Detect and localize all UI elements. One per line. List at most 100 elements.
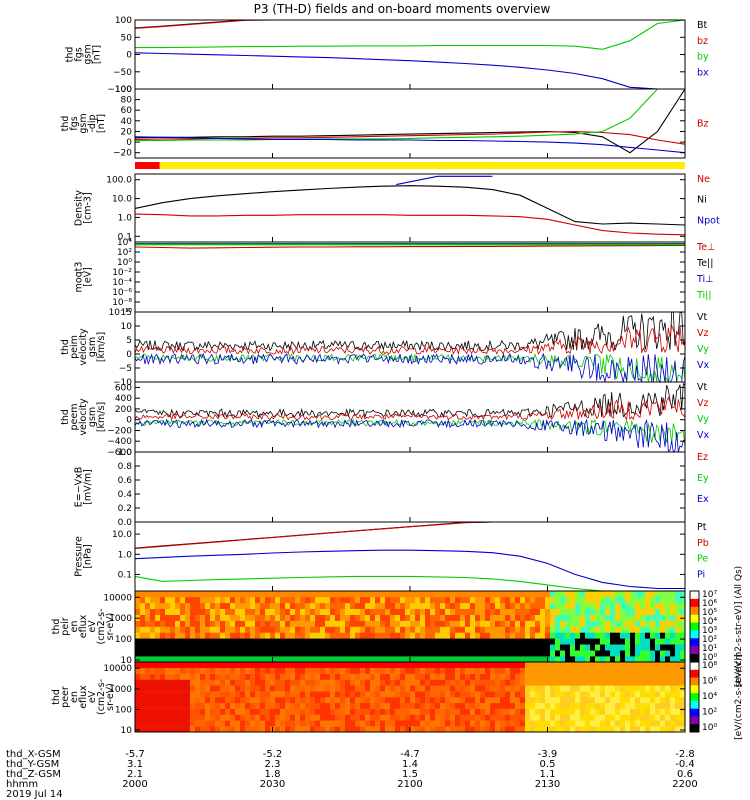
spectrogram-cell xyxy=(680,702,686,709)
series-line-by xyxy=(135,19,686,50)
spectrogram-cell xyxy=(615,673,621,680)
spectrogram-cell xyxy=(615,685,621,692)
spectrogram-cell xyxy=(530,650,536,657)
spectrogram-cell xyxy=(680,691,686,698)
spectrogram-cell xyxy=(185,626,191,633)
spectrogram-cell xyxy=(550,714,556,721)
spectrogram-cell xyxy=(345,697,351,704)
spectrogram-cell xyxy=(650,596,656,604)
spectrogram-cell xyxy=(310,673,316,680)
spectrogram-cell xyxy=(345,644,351,651)
spectrogram-cell xyxy=(400,656,406,663)
y-axis-label-efield: E=−VxB[mV/m] xyxy=(74,467,94,508)
spectrogram-cell xyxy=(645,685,651,692)
spectrogram-cell xyxy=(405,608,411,615)
spectrogram-cell xyxy=(135,644,141,651)
spectrogram-cell xyxy=(240,720,246,727)
spectrogram-cell xyxy=(540,673,546,680)
spectrogram-cell xyxy=(515,673,521,680)
colorbar-band xyxy=(690,630,699,639)
spectrogram-cell xyxy=(155,650,161,657)
mode-bar xyxy=(135,162,685,169)
spectrogram-cell xyxy=(350,650,356,657)
spectrogram-cell xyxy=(250,650,256,657)
spectrogram-cell xyxy=(315,685,321,692)
spectrogram-cell xyxy=(475,614,481,621)
spectrogram-cell xyxy=(250,638,256,645)
spectrogram-cell xyxy=(595,691,601,698)
spectrogram-cell xyxy=(585,626,591,633)
spectrogram-cell xyxy=(310,702,316,709)
spectrogram-cell xyxy=(655,720,661,727)
spectrogram-cell xyxy=(155,708,161,715)
spectrogram-cell xyxy=(250,691,256,698)
spectrogram-cell xyxy=(290,726,296,733)
spectrogram-cell xyxy=(420,591,426,598)
spectrogram-cell xyxy=(325,591,331,598)
spectrogram-cell xyxy=(500,626,506,633)
spectrogram-cell xyxy=(485,620,491,627)
spectrogram-cell xyxy=(535,596,541,604)
spectrogram-cell xyxy=(670,708,676,715)
spectrogram-cell xyxy=(380,697,386,704)
y-tick-label: 10⁻⁸ xyxy=(112,298,132,308)
spectrogram-cell xyxy=(275,591,281,598)
spectrogram-cell xyxy=(395,679,401,686)
spectrogram-cell xyxy=(630,691,636,698)
spectrogram-cell xyxy=(325,708,331,715)
spectrogram-cell xyxy=(330,638,336,645)
spectrogram-cell xyxy=(590,656,596,663)
spectrogram-cell xyxy=(655,650,661,657)
spectrogram-cell xyxy=(670,614,676,621)
spectrogram-cell xyxy=(610,673,616,680)
spectrogram-cell xyxy=(200,602,206,609)
spectrogram-cell xyxy=(565,697,571,704)
spectrogram-cell xyxy=(645,662,651,669)
spectrogram-cell xyxy=(475,602,481,609)
spectrogram-cell xyxy=(610,656,616,663)
spectrogram-cell xyxy=(400,614,406,621)
spectrogram-cell xyxy=(335,656,341,663)
spectrogram-cell xyxy=(505,714,511,721)
spectrogram-cell xyxy=(395,714,401,721)
spectrogram-cell xyxy=(240,691,246,698)
spectrogram-cell xyxy=(230,691,236,698)
spectrogram-cell xyxy=(315,726,321,733)
spectrogram-cell xyxy=(325,614,331,621)
spectrogram-cell xyxy=(190,650,196,657)
spectrogram-cell xyxy=(430,667,436,674)
spectrogram-cell xyxy=(275,685,281,692)
spectrogram-cell xyxy=(145,702,151,709)
spectrogram-cell xyxy=(600,679,606,686)
spectrogram-cell xyxy=(365,614,371,621)
spectrogram-cell xyxy=(495,608,501,615)
spectrogram-cell xyxy=(250,596,256,604)
spectrogram-cell xyxy=(360,714,366,721)
spectrogram-cell xyxy=(585,702,591,709)
orbit-value: 1.5 xyxy=(402,769,418,780)
spectrogram-cell xyxy=(215,697,221,704)
spectrogram-cell xyxy=(390,673,396,680)
y-tick-label: 10⁻⁴ xyxy=(112,278,132,288)
spectrogram-cell xyxy=(500,614,506,621)
spectrogram-cell xyxy=(465,656,471,663)
spectrogram-cell xyxy=(150,667,156,674)
spectrogram-cell xyxy=(165,591,171,598)
spectrogram-cell xyxy=(170,638,176,645)
spectrogram-cell xyxy=(415,708,421,715)
spectrogram-cell xyxy=(485,679,491,686)
spectrogram-cell xyxy=(635,720,641,727)
y-tick-label: 0.6 xyxy=(118,476,133,486)
spectrogram-cell xyxy=(355,644,361,651)
spectrogram-cell xyxy=(550,644,556,651)
spectrogram-cell xyxy=(665,602,671,609)
colorbar-tick-label: 10² xyxy=(702,635,717,645)
orbit-value: -4.7 xyxy=(400,749,420,760)
spectrogram-cell xyxy=(225,596,231,604)
spectrogram-cell xyxy=(195,662,201,669)
spectrogram-cell xyxy=(310,644,316,651)
spectrogram-cell xyxy=(540,685,546,692)
spectrogram-cell xyxy=(425,656,431,663)
spectrogram-cell xyxy=(540,644,546,651)
spectrogram-cell xyxy=(510,614,516,621)
